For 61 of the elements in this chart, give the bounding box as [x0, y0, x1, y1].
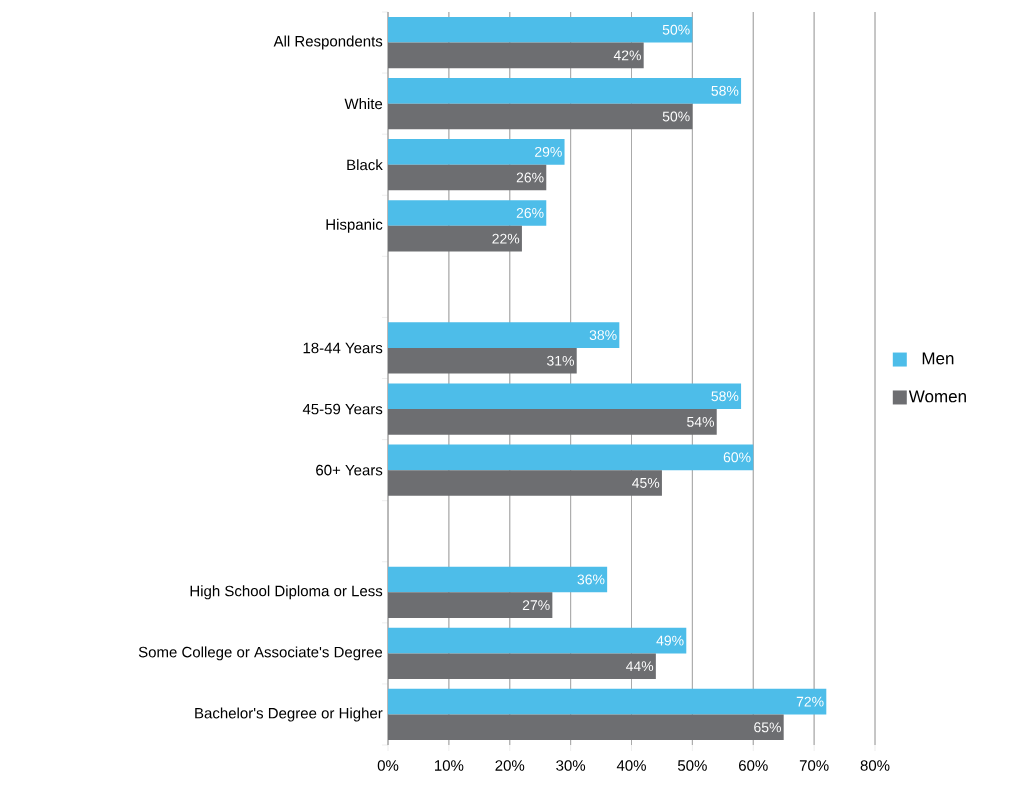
y-tick-label: Hispanic [326, 218, 383, 233]
bar [388, 714, 784, 741]
data-label: 49% [656, 635, 684, 646]
bar [388, 592, 553, 618]
bar [388, 42, 644, 69]
data-label: 26% [516, 208, 544, 218]
x-tick-label: 50% [677, 760, 707, 771]
data-label: 31% [547, 355, 575, 366]
y-tick-label: Black [347, 159, 383, 171]
bar [388, 409, 717, 435]
y-tick-label: 60+ Years [316, 464, 383, 476]
bar [388, 139, 565, 165]
data-label: 45% [632, 478, 660, 488]
x-tick-label: 80% [860, 760, 890, 771]
bar [388, 225, 522, 252]
x-tick-label: 10% [435, 760, 464, 771]
y-tick-label: 18-44 Years [303, 342, 383, 354]
data-label: 26% [516, 172, 544, 183]
data-label: 22% [492, 233, 520, 244]
bar [388, 164, 547, 191]
bar [388, 347, 577, 374]
bar [388, 444, 754, 471]
bar [388, 16, 693, 43]
bar [388, 322, 620, 348]
data-label: 38% [589, 330, 617, 341]
data-label: 42% [613, 50, 641, 61]
bar [388, 566, 608, 593]
y-tick-label: High School Diploma or Less [190, 585, 383, 600]
data-label: 29% [535, 146, 562, 157]
y-tick-label: 45-59 Years [302, 403, 383, 415]
x-tick-label: 60% [739, 760, 768, 771]
data-label: 58% [711, 85, 739, 96]
bar [388, 103, 693, 130]
bar [388, 200, 547, 226]
y-tick-label: All Respondents [273, 35, 383, 50]
bar [388, 688, 827, 715]
y-tick-label: Some College or Associate's Degree [138, 646, 383, 661]
bar [388, 470, 662, 496]
data-label: 27% [522, 600, 550, 611]
data-label: 58% [711, 391, 739, 402]
x-tick-label: 40% [616, 760, 646, 771]
data-label: 36% [577, 574, 605, 585]
bar [388, 653, 656, 680]
x-tick-label: 30% [556, 760, 586, 771]
y-tick-label: White [344, 98, 383, 110]
bar [388, 627, 687, 654]
x-tick-label: 70% [799, 760, 829, 771]
legend-label: Men [922, 352, 954, 365]
data-label: 44% [625, 661, 654, 672]
y-tick-label: Bachelor's Degree or Higher [195, 707, 383, 722]
data-label: 60% [723, 452, 751, 463]
x-tick-label: 0% [377, 760, 399, 771]
bar [388, 77, 742, 104]
legend-label: Women [908, 390, 966, 403]
data-label: 50% [662, 111, 690, 122]
data-label: 72% [796, 696, 824, 707]
bar [388, 383, 742, 410]
data-label: 50% [662, 24, 690, 35]
data-label: 65% [754, 722, 781, 733]
data-label: 54% [687, 416, 715, 427]
x-tick-label: 20% [495, 760, 525, 771]
